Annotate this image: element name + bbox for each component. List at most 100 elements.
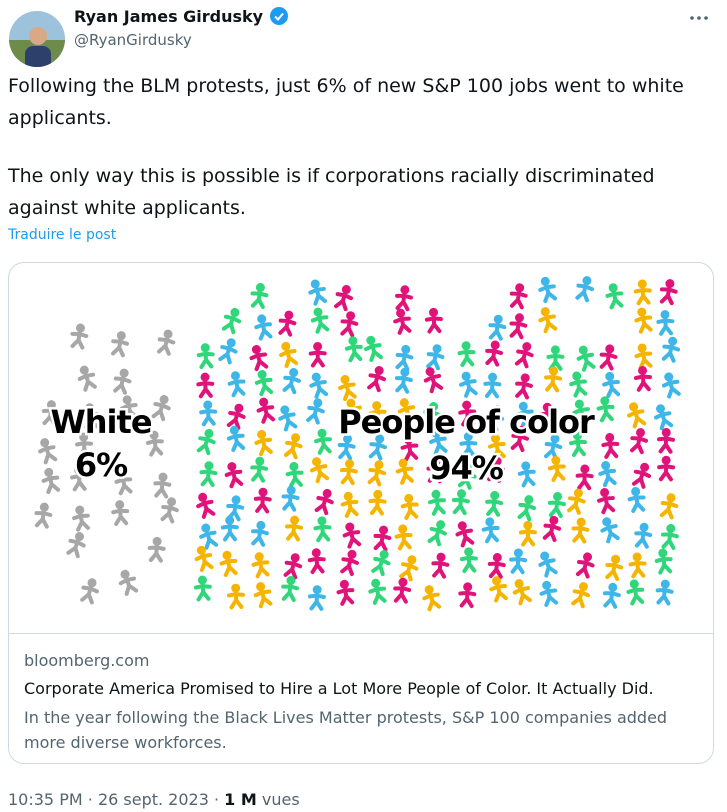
person-icon [226,495,245,522]
person-icon [285,461,304,488]
person-icon [310,307,330,334]
person-icon [282,368,301,395]
person-icon [145,430,164,457]
person-icon [544,434,563,461]
person-icon [70,465,89,492]
person-icon [283,553,303,580]
person-icon [455,521,475,548]
group-label: White [50,403,151,441]
person-icon [571,582,591,609]
group-label: People of color [338,403,595,441]
person-icon [66,532,86,559]
person-icon [459,547,478,574]
person-icon [657,455,676,482]
person-icon [397,398,417,425]
person-icon [547,455,566,482]
person-icon [368,434,388,461]
person-icon [221,307,242,335]
person-icon [194,545,214,572]
person-icon [196,343,215,370]
person-icon [281,576,300,602]
person-icon [634,307,653,334]
person-icon [285,515,303,542]
person-icon [368,401,387,428]
person-icon [575,276,594,303]
person-icon [516,401,535,428]
person-icon [70,323,89,350]
person-icon [249,345,269,372]
person-icon [400,493,419,520]
author-handle[interactable]: @RyanGirdusky [74,31,192,49]
person-icon [306,398,325,425]
person-icon [539,580,559,607]
person-icon [488,314,507,341]
author-name[interactable]: Ryan James Girdusky [74,6,289,26]
person-icon [538,402,557,429]
person-icon [307,548,326,575]
views-label: vues [261,790,300,809]
person-icon [373,525,392,552]
person-icon [308,341,327,368]
translate-link[interactable]: Traduire le post [8,227,117,243]
person-icon [227,371,246,398]
person-icon [256,397,276,424]
person-icon [281,485,300,512]
person-icon [422,401,441,429]
person-icon [605,283,624,310]
person-icon [576,345,596,372]
person-icon [251,552,270,579]
person-icon [457,463,477,490]
link-card[interactable]: White 6% People of color 94% bloomberg.com … [8,262,714,764]
person-icon [458,582,477,609]
person-icon [114,469,133,496]
person-icon [278,310,297,337]
person-icon [426,344,445,371]
person-icon [627,402,647,429]
time: 10:35 PM [8,790,83,809]
person-icon [41,400,60,427]
person-icon [627,486,646,513]
person-icon [598,461,617,488]
person-icon [226,403,246,430]
person-icon [509,548,528,575]
person-icon [250,520,269,547]
person-icon [368,489,387,516]
person-icon [147,536,166,563]
person-icon [517,461,536,488]
person-icon [428,489,446,516]
person-icon [199,400,218,427]
person-icon [546,345,565,371]
person-icon [199,523,219,550]
more-button[interactable] [688,12,710,24]
person-icon [509,313,528,340]
person-icon [575,464,594,491]
person-icon [38,438,58,465]
person-icon [314,488,334,516]
person-icon [605,554,624,581]
person-icon [153,472,172,499]
card-image: White 6% People of color 94% [9,276,713,634]
person-icon [631,462,652,489]
person-icon [483,372,502,399]
person-icon [196,429,216,456]
person-icon [567,488,586,515]
person-icon [340,549,359,576]
person-icon [634,343,653,370]
person-icon [544,366,563,393]
person-icon [196,372,215,399]
person-icon [193,575,212,602]
person-icon [34,502,53,529]
person-icon [310,457,330,484]
group-value: 6% [75,446,128,484]
avatar[interactable] [8,10,66,68]
person-icon [342,522,362,549]
person-icon [633,279,652,306]
person-icon [118,569,139,596]
person-icon [602,582,621,609]
person-icon [395,344,414,371]
person-icon [226,583,245,610]
person-icon [220,515,239,542]
person-icon [571,517,590,544]
person-icon [509,283,528,310]
person-icon [226,425,246,452]
